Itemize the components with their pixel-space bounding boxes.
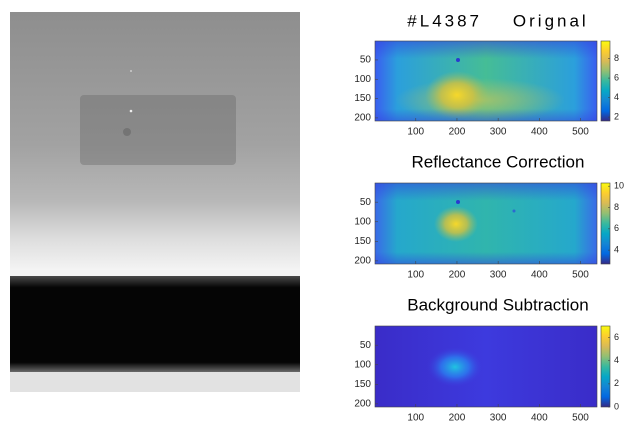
x-tick-label: 200 [449, 413, 466, 421]
panel-title: Reflectance Correction [412, 152, 585, 171]
y-tick-label: 100 [354, 359, 371, 370]
colorbar-tick-label: 2 [614, 378, 619, 388]
colorbar [601, 41, 610, 121]
y-tick-label: 200 [354, 113, 371, 124]
x-tick-label: 200 [449, 270, 466, 281]
panel-title: #L4387 Orignal [407, 11, 588, 30]
y-tick-label: 50 [360, 340, 372, 351]
x-tick-label: 200 [449, 127, 466, 138]
x-tick-label: 100 [407, 270, 424, 281]
x-tick-label: 400 [531, 127, 548, 138]
figure: #L4387 Orignal10020030040050050100150200… [0, 0, 636, 421]
y-tick-label: 50 [360, 55, 372, 66]
x-tick-label: 100 [407, 413, 424, 421]
x-tick-label: 500 [572, 270, 589, 281]
x-tick-label: 500 [572, 413, 589, 421]
y-tick-label: 100 [354, 216, 371, 227]
colorbar-tick-label: 6 [614, 223, 619, 233]
raw-image [10, 12, 300, 392]
colorbar-tick-label: 4 [614, 355, 619, 365]
x-tick-label: 300 [490, 270, 507, 281]
y-tick-label: 200 [354, 399, 371, 410]
colorbar [601, 183, 610, 264]
x-tick-label: 300 [490, 127, 507, 138]
y-tick-label: 50 [360, 197, 372, 208]
colorbar-tick-label: 6 [614, 72, 619, 82]
heatmap-image-3 [375, 326, 597, 407]
colorbar-tick-label: 6 [614, 332, 619, 342]
x-tick-label: 400 [531, 270, 548, 281]
colorbar-tick-label: 10 [614, 181, 624, 191]
x-tick-label: 400 [531, 413, 548, 421]
colorbar-tick-label: 4 [614, 245, 619, 255]
x-tick-label: 300 [490, 413, 507, 421]
colorbar [601, 326, 610, 407]
x-tick-label: 100 [407, 127, 424, 138]
colorbar-tick-label: 0 [614, 401, 619, 411]
panel-title: Background Subtraction [407, 295, 588, 314]
colorbar-tick-label: 8 [614, 202, 619, 212]
y-tick-label: 200 [354, 256, 371, 267]
heatmap-image-1 [375, 41, 597, 122]
heatmap-image-2 [375, 183, 597, 264]
colorbar-tick-label: 8 [614, 53, 619, 63]
colorbar-tick-label: 4 [614, 92, 619, 102]
y-tick-label: 150 [354, 379, 371, 390]
x-tick-label: 500 [572, 127, 589, 138]
colorbar-tick-label: 2 [614, 111, 619, 121]
y-tick-label: 150 [354, 93, 371, 104]
y-tick-label: 100 [354, 74, 371, 85]
y-tick-label: 150 [354, 236, 371, 247]
